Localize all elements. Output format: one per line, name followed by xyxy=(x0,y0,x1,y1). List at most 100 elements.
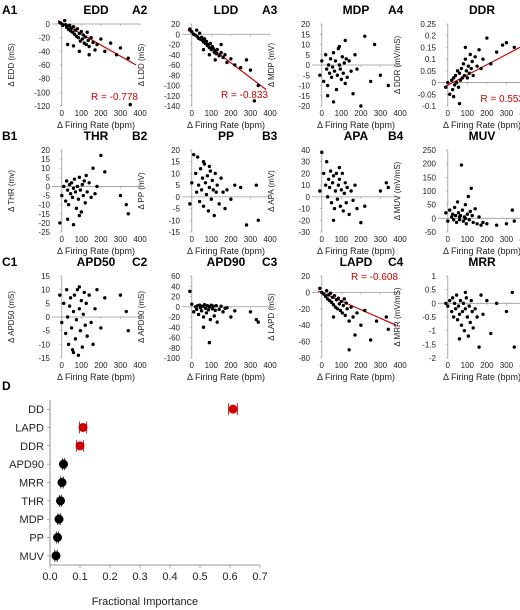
x-axis-label: Δ Firing Rate (bpm) xyxy=(317,246,395,256)
panel-title: APD90 xyxy=(207,255,246,269)
y-tick-label: -2 xyxy=(429,354,437,363)
data-point xyxy=(479,66,483,71)
data-point xyxy=(456,85,461,89)
data-point xyxy=(80,345,85,349)
x-tick-label: 100 xyxy=(75,109,89,118)
data-point xyxy=(359,104,363,108)
data-point xyxy=(63,199,68,203)
x-tick-label: 0.5 xyxy=(192,571,207,583)
data-point xyxy=(322,79,326,84)
data-point xyxy=(200,176,205,180)
data-point xyxy=(462,328,467,333)
x-axis-label: Δ Firing Rate (bpm) xyxy=(187,372,265,382)
y-tick-label: 15 xyxy=(301,30,310,39)
data-point xyxy=(481,312,485,316)
data-point xyxy=(463,290,468,295)
data-point xyxy=(82,179,86,183)
data-point xyxy=(196,183,201,187)
data-point xyxy=(78,328,83,333)
data-point xyxy=(452,83,457,87)
data-point xyxy=(221,55,225,60)
data-point xyxy=(466,64,471,68)
y-tick-label: -50 xyxy=(424,228,436,237)
panel-title: PP xyxy=(218,129,234,143)
panel-title: APA xyxy=(344,129,369,143)
data-point xyxy=(325,83,330,88)
data-point xyxy=(459,66,464,71)
data-point xyxy=(461,219,466,223)
y-tick-label: -25 xyxy=(38,228,50,237)
importance-dot xyxy=(54,514,64,524)
y-tick-label: 0 xyxy=(176,303,181,312)
panel-label: A4 xyxy=(388,3,404,17)
data-point xyxy=(326,177,331,181)
data-point xyxy=(460,208,465,212)
data-point xyxy=(337,165,342,170)
x-tick-label: 0 xyxy=(320,109,325,118)
y-tick-label: 30 xyxy=(301,158,310,167)
data-point xyxy=(71,309,76,314)
data-point xyxy=(214,304,218,308)
data-point xyxy=(368,79,373,84)
x-tick-label: 0.0 xyxy=(42,571,57,583)
data-point xyxy=(468,209,472,214)
x-tick-label: 0.4 xyxy=(162,571,177,583)
x-tick-label: 400 xyxy=(263,235,277,244)
y-tick-label: -30 xyxy=(298,228,310,237)
y-tick-label: 10 xyxy=(301,41,310,50)
x-tick-label: 400 xyxy=(133,361,147,370)
data-point xyxy=(93,192,97,196)
data-point xyxy=(449,78,454,82)
y-tick-label: 0 xyxy=(46,20,51,29)
data-point xyxy=(355,206,359,211)
y-tick-label: 100 xyxy=(423,187,437,196)
x-tick-label: 200 xyxy=(224,235,238,244)
data-point xyxy=(479,223,483,227)
data-point xyxy=(211,304,215,308)
category-label: DD xyxy=(28,404,44,416)
data-point xyxy=(76,197,81,201)
x-tick-label: 400 xyxy=(133,109,147,118)
data-point xyxy=(211,188,215,192)
data-point xyxy=(512,45,516,50)
y-tick-label: 5 xyxy=(46,173,51,182)
y-tick-label: -10 xyxy=(38,201,50,210)
data-point xyxy=(337,44,342,49)
data-point xyxy=(229,197,233,201)
x-axis-label: Δ Firing Rate (bpm) xyxy=(57,120,135,130)
data-point xyxy=(331,218,336,222)
data-point xyxy=(84,42,88,47)
y-tick-label: 20 xyxy=(171,20,180,29)
data-point xyxy=(337,302,342,306)
x-tick-label: 300 xyxy=(244,109,258,118)
data-point xyxy=(329,201,334,205)
x-axis-label: Δ Firing Rate (bpm) xyxy=(57,246,135,256)
x-tick-label: 0 xyxy=(446,109,451,118)
data-point xyxy=(341,303,345,308)
data-point xyxy=(353,53,357,57)
y-tick-label: -80 xyxy=(168,71,180,80)
y-tick-label: 0.2 xyxy=(425,32,437,41)
data-point xyxy=(214,52,218,56)
y-tick-label: -40 xyxy=(38,47,50,56)
data-point xyxy=(345,75,349,80)
data-point xyxy=(188,27,192,31)
data-point xyxy=(86,38,90,43)
y-tick-label: -20 xyxy=(168,41,180,50)
data-point xyxy=(461,301,466,306)
y-tick-label: 5 xyxy=(176,181,181,190)
panel-title: EDD xyxy=(83,3,109,17)
data-point xyxy=(87,181,91,185)
x-axis-label: Fractional Importance xyxy=(92,596,198,608)
y-tick-label: 20 xyxy=(301,272,310,281)
y-tick-label: 0.15 xyxy=(420,43,436,52)
data-point xyxy=(337,63,342,67)
data-point xyxy=(334,87,339,92)
data-point xyxy=(99,37,103,41)
data-point xyxy=(510,290,515,295)
data-point xyxy=(325,94,330,98)
data-point xyxy=(331,315,336,319)
data-point xyxy=(325,195,330,199)
data-point xyxy=(99,326,103,330)
